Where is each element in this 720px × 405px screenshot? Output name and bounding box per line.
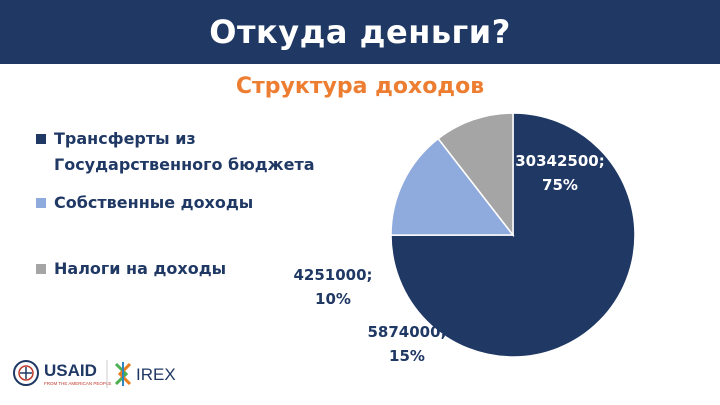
usaid-logo-text: USAID	[44, 361, 97, 380]
irex-logo-text: IREX	[136, 365, 176, 384]
chart-title: Структура доходов	[235, 74, 485, 99]
pie-slice-own-revenue	[390, 137, 515, 236]
usaid-logo-subtext: FROM THE AMERICAN PEOPLE	[44, 381, 111, 386]
pie-value-label: 4251000;	[293, 266, 372, 284]
title-bar: Откуда деньги?	[0, 0, 720, 64]
pie-percent-label: 10%	[315, 290, 351, 308]
legend-swatch	[36, 198, 46, 208]
legend-swatch	[36, 264, 46, 274]
pie-percent-label: 15%	[389, 347, 425, 365]
usaid-seal-icon	[13, 360, 39, 386]
legend-swatch	[36, 134, 46, 144]
legend-item-income-tax: Налоги на доходы	[36, 256, 324, 282]
irex-mark-icon	[114, 362, 132, 386]
legend-label: Собственные доходы	[54, 193, 254, 212]
legend-label: Налоги на доходы	[54, 259, 227, 278]
pie-value-label: 5874000;	[367, 323, 446, 341]
pie-percent-label: 75%	[542, 176, 578, 194]
pie-slice-income-tax	[437, 112, 514, 238]
footer-logos: USAID FROM THE AMERICAN PEOPLE IREX	[13, 360, 176, 388]
legend-item-own-revenue: Собственные доходы	[36, 190, 324, 216]
pie-slice-transfers	[390, 112, 636, 358]
page-title: Откуда деньги?	[209, 13, 511, 51]
legend-item-transfers: Трансферты из Государственного бюджета	[36, 126, 324, 178]
pie-value-label: 30342500;	[515, 152, 605, 170]
legend-label: Трансферты из Государственного бюджета	[54, 129, 315, 174]
